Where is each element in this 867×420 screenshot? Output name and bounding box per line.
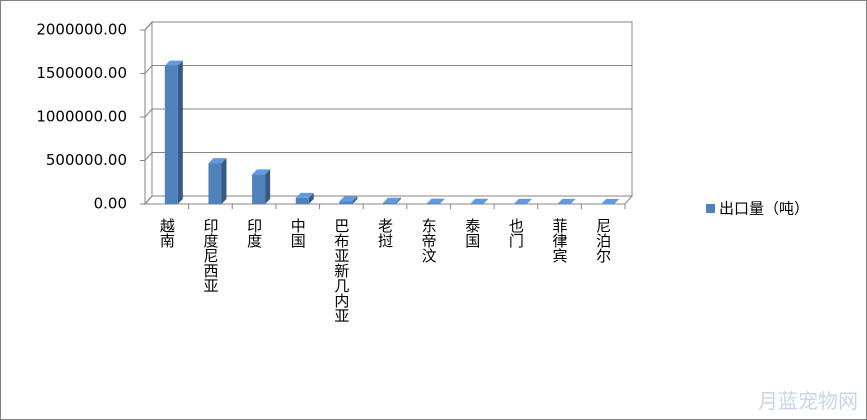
- x-tick-label: 泰国: [463, 218, 481, 248]
- bar: [383, 202, 396, 204]
- x-tick-label: 东帝汶: [420, 218, 438, 263]
- bar-top: [339, 196, 358, 202]
- x-tick-label: 越南: [158, 218, 176, 248]
- y-tick-label: 1500000.00: [36, 64, 127, 82]
- bar-top: [383, 197, 401, 203]
- bar-side: [526, 198, 532, 204]
- bar: [252, 174, 266, 204]
- x-tick-label: 尼泊尔: [594, 218, 612, 263]
- y-tick-label: 2000000.00: [36, 21, 127, 39]
- bar-side: [221, 158, 227, 204]
- grid-line: [144, 152, 632, 161]
- bar-top: [164, 60, 183, 66]
- bar-top: [557, 198, 576, 204]
- bar-side: [177, 60, 183, 204]
- grid-line: [144, 65, 632, 74]
- bar: [339, 201, 353, 204]
- bar-top: [295, 192, 314, 198]
- y-tick-label: 1000000.00: [36, 108, 127, 126]
- grid-line: [144, 195, 632, 205]
- x-tick-label: 巴布亚新几内亚: [332, 218, 350, 323]
- grid-line: [144, 108, 632, 118]
- bar-side: [483, 198, 489, 204]
- bar-side: [570, 198, 576, 204]
- bar-side: [352, 196, 358, 204]
- grid-line: [144, 21, 632, 31]
- bar-top: [601, 198, 620, 204]
- legend-swatch: [706, 204, 715, 213]
- bar: [208, 163, 222, 204]
- y-tick-label: 0.00: [94, 195, 127, 213]
- bar: [164, 65, 178, 204]
- bar-side: [614, 198, 620, 204]
- x-tick-label: 老挝: [376, 218, 394, 248]
- x-tick-label: 也门: [507, 218, 525, 249]
- bar-side: [265, 169, 271, 204]
- bar-top: [470, 198, 489, 204]
- x-tick-label: 印度: [245, 218, 263, 248]
- bar-top: [513, 198, 532, 204]
- bar-side: [439, 198, 445, 204]
- bar: [295, 197, 309, 204]
- bar-side: [308, 192, 314, 204]
- bar-side: [396, 197, 401, 204]
- bar-top: [208, 158, 227, 164]
- x-tick-label: 中国: [289, 218, 307, 248]
- legend-label: 出口量（吨）: [719, 200, 809, 218]
- bar-top: [426, 198, 445, 204]
- x-tick-label: 菲律宾: [551, 218, 569, 263]
- bar-top: [252, 169, 271, 175]
- x-tick-label: 印度尼西亚: [201, 218, 219, 293]
- watermark: 月蓝宠物网: [758, 389, 858, 413]
- y-tick-label: 500000.00: [46, 151, 127, 169]
